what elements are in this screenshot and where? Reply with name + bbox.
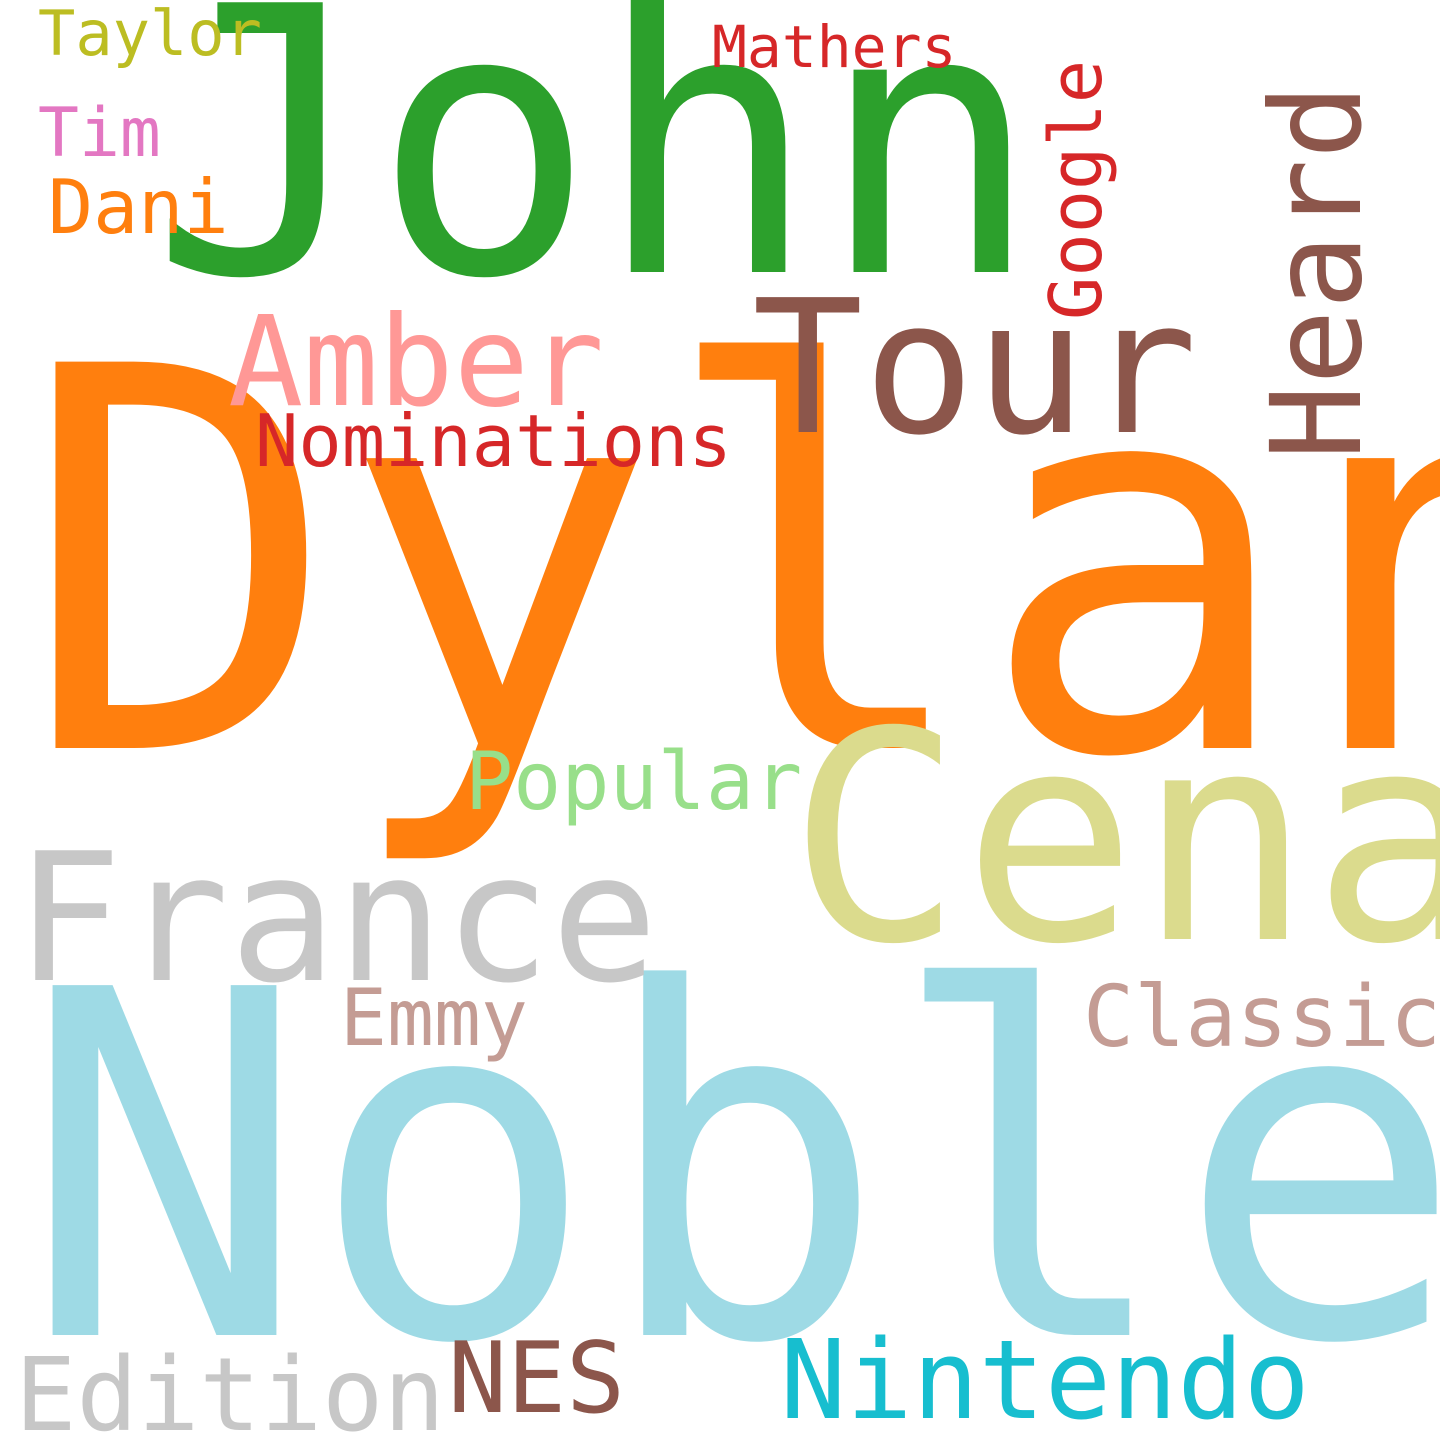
word-heard: Heard — [1245, 83, 1390, 460]
word-classic: Classic — [1083, 968, 1440, 1067]
word-tim: Tim — [38, 94, 161, 173]
word-amber: Amber — [228, 290, 605, 435]
word-france: France — [15, 815, 658, 1022]
word-nes: NES — [448, 1322, 626, 1436]
word-dylan: Dylan — [20, 256, 1440, 873]
word-emmy: Emmy — [340, 974, 528, 1064]
word-popular: Popular — [465, 735, 803, 828]
word-nintendo: Nintendo — [780, 1316, 1310, 1440]
word-nominations: Nominations — [255, 399, 732, 483]
word-noble: Noble — [20, 890, 1440, 1440]
word-cena: Cena — [788, 671, 1440, 1008]
word-google: Google — [1034, 59, 1118, 320]
word-john: John — [150, 0, 1042, 360]
word-edition: Edition — [15, 1336, 445, 1440]
word-taylor: Taylor — [38, 0, 262, 70]
word-tour: Tour — [752, 260, 1198, 476]
word-mathers: Mathers — [712, 13, 957, 81]
word-dani: Dani — [48, 163, 229, 251]
